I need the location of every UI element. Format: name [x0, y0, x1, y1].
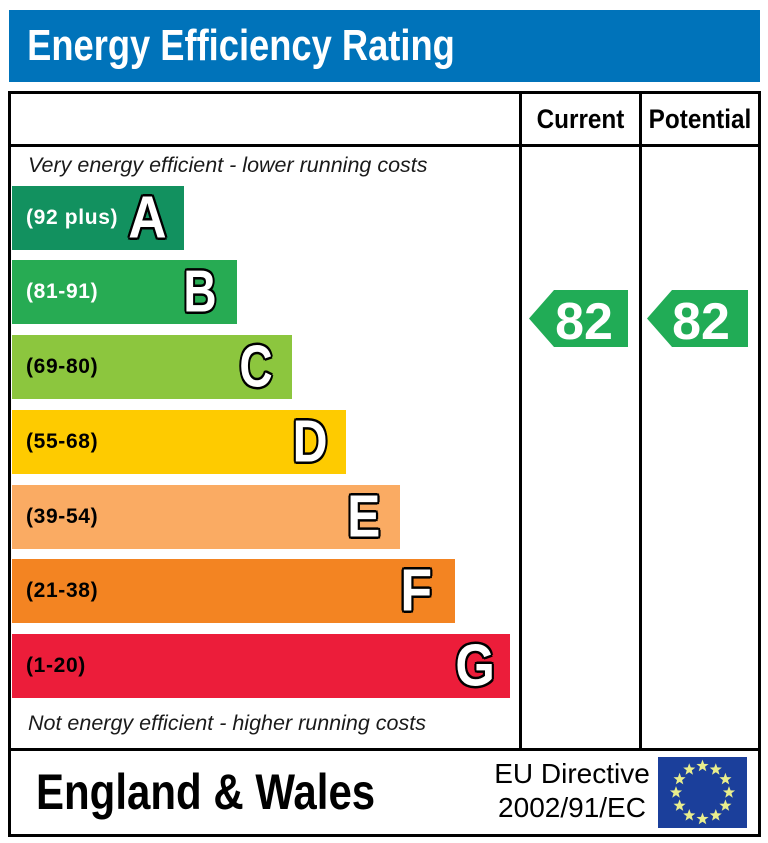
svg-text:82: 82	[555, 293, 613, 347]
svg-text:82: 82	[672, 293, 730, 347]
